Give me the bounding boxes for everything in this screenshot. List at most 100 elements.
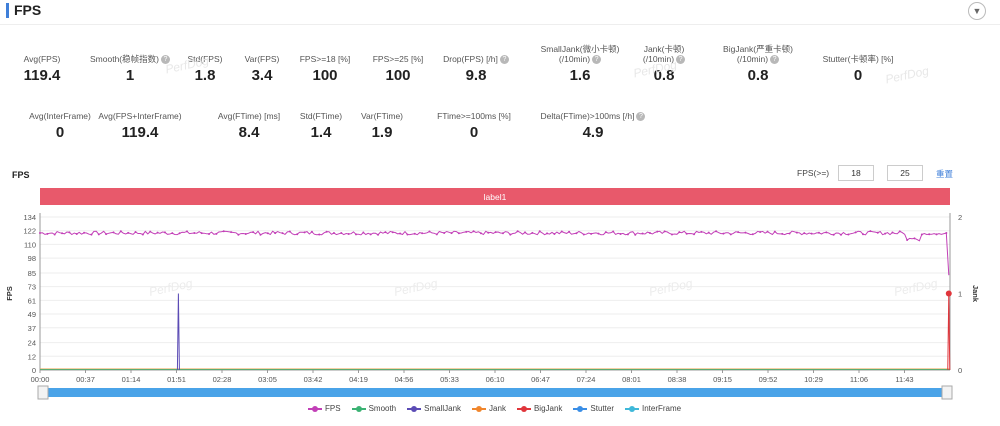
series-fps-point [318,233,321,236]
metric-label-text: Smooth(稳帧指数) [90,54,159,64]
series-fps-point [832,233,835,236]
series-fps-point [296,233,299,236]
series-fps-point [839,233,842,236]
help-icon[interactable]: ? [770,55,780,65]
metric-r2-3: Std(FTime) 1.4 [261,111,381,141]
series-fps-point [457,232,460,235]
legend-item-fps[interactable]: FPS [308,404,341,413]
x-tick-label: 00:37 [76,375,95,384]
legend-item-interframe[interactable]: InterFrame [625,404,681,413]
help-icon[interactable]: ? [636,112,646,122]
help-icon[interactable]: ? [160,55,170,65]
y-tick-label: 134 [23,213,36,222]
series-fps-point [369,233,372,236]
x-tick-label: 06:47 [531,375,550,384]
series-fps-point [237,233,240,236]
y-right-tick-label: 1 [958,290,962,299]
x-tick-label: 03:05 [258,375,277,384]
series-fps-point [479,232,482,235]
series-fps-point [531,231,534,234]
y-right-tick-label: 2 [958,213,962,222]
series-fps-point [670,233,673,236]
threshold-input-1[interactable] [838,165,874,181]
metric-label: Avg(FPS+InterFrame) [80,111,200,121]
y-axis-label: FPS [5,286,14,301]
range-handle-right[interactable] [941,385,953,400]
legend-item-stutter[interactable]: Stutter [573,404,614,413]
help-icon[interactable]: ? [592,55,602,65]
series-fps-point [443,231,446,234]
series-fps-point [288,230,291,233]
chevron-down-icon[interactable]: ▼ [968,2,986,20]
help-icon[interactable]: ? [676,55,686,65]
help-icon[interactable]: ? [499,55,509,65]
series-fps-point [494,231,497,234]
metric-label: Drop(FPS) [/h]? [416,54,536,65]
series-fps-point [281,232,284,235]
metric-value: 100 [312,67,338,84]
metric-label-text: Var(FTime) [360,111,404,121]
legend-swatch [308,405,322,412]
metric-value: 8.4 [238,124,260,141]
series-fps-point [171,232,174,235]
range-handle-left[interactable] [37,385,49,400]
series-smalljank-spike [176,293,180,371]
series-fps-point [715,230,718,233]
legend-item-smooth[interactable]: Smooth [351,404,396,413]
series-fps-point [788,232,791,235]
metric-value: 0 [853,67,863,84]
series-fps-point [83,231,86,234]
legend-item-bigjank[interactable]: BigJank [516,404,562,413]
series-fps-point [575,232,578,235]
metric-r1-9: BigJank(严重卡顿) (/10min)? 0.8 [698,44,818,84]
series-fps-point [626,233,629,236]
legend-label: FPS [325,404,341,413]
metric-value: 0 [469,124,479,141]
y-tick-label: 24 [28,339,36,348]
series-fps-point [744,231,747,234]
reset-link[interactable]: 重置 [936,169,954,179]
panel-title: FPS [14,2,42,18]
x-tick-label: 11:43 [895,375,913,384]
series-fps-point [465,230,468,233]
metric-r1-0: Avg(FPS) 119.4 [0,54,102,84]
series-fps-point [362,231,365,234]
series-fps-point [391,231,394,234]
series-fps-point [648,232,651,235]
metric-r1-1: Smooth(稳帧指数)? 1 [70,54,190,84]
metric-r2-6: Delta(FTime)>100ms [/h]? 4.9 [533,111,653,141]
series-fps-point [854,231,857,234]
legend-item-jank[interactable]: Jank [472,404,506,413]
metric-label-unit: (/10min) [558,54,591,64]
metric-label-text: Stutter(卡顿率) [%] [822,54,894,64]
legend-label: InterFrame [642,404,682,413]
series-fps-point [200,232,203,235]
series-fps-point [141,233,144,236]
metric-label-text: Drop(FPS) [/h] [443,54,498,64]
x-tick-label: 10:29 [804,375,823,384]
threshold-input-2[interactable] [887,165,923,181]
x-tick-label: 02:28 [213,375,232,384]
metric-label: Var(FTime) [322,111,442,121]
metric-label-text: Jank(卡顿) [643,44,685,54]
legend-item-smalljank[interactable]: SmallJank [407,404,461,413]
metric-value: 3.4 [251,67,273,84]
series-fps-point [685,232,688,235]
chart-title: FPS [12,170,30,180]
metric-r1-6: Drop(FPS) [/h]? 9.8 [416,54,536,84]
metric-label: SmallJank(微小卡顿) (/10min)? [520,44,640,65]
x-tick-label: 09:15 [713,375,732,384]
series-fps-point [524,231,527,234]
series-fps-point [803,232,806,235]
metric-value: 1 [125,67,135,85]
series-fps-point [663,230,666,233]
metric-value: 4.9 [582,124,604,142]
legend-swatch [407,405,422,412]
range-slider-bar[interactable] [40,388,950,397]
series-fps-point [729,233,732,236]
x-tick-label: 08:38 [668,375,687,384]
x-tick-label: 09:52 [759,375,778,384]
series-fps-point [737,231,740,234]
y-tick-label: 110 [24,240,36,249]
x-tick-label: 06:10 [486,375,505,384]
